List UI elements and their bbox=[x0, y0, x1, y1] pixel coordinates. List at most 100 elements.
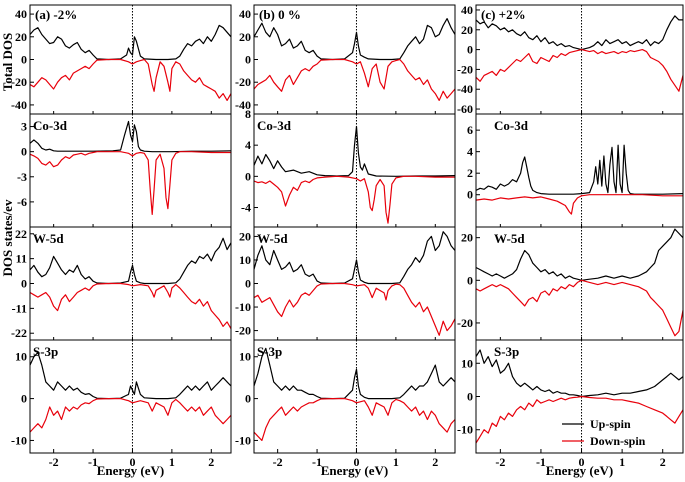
series-down-spin-line bbox=[29, 398, 232, 433]
y-tick-label: 0 bbox=[21, 53, 27, 67]
y-tick-label: -10 bbox=[235, 433, 251, 447]
series-up-spin-line bbox=[475, 144, 684, 195]
y-tick-label: -3 bbox=[17, 170, 27, 184]
y-tick-label: -40 bbox=[11, 98, 27, 112]
y-tick-label: 0 bbox=[21, 277, 27, 291]
y-tick-label: 2 bbox=[467, 166, 473, 180]
y-tick-label: 40 bbox=[15, 7, 27, 21]
y-tick-label: 8 bbox=[245, 107, 251, 121]
y-tick-label: -10 bbox=[457, 423, 473, 437]
panel-4: 8 4 0 -4 Co-3d bbox=[241, 107, 456, 228]
legend-down-spin-label: Down-spin bbox=[590, 434, 646, 448]
y-tick-label: 0 bbox=[245, 169, 251, 183]
y-tick-label: -40 bbox=[235, 98, 251, 112]
orbital-label: S-3p bbox=[494, 344, 519, 359]
series-down-spin-line bbox=[475, 49, 684, 92]
y-axis-label-total-dos: Total DOS bbox=[0, 33, 15, 91]
y-tick-label: 0 bbox=[245, 392, 251, 406]
panel-2: 40 20 0 -20 -40 -60 (c) +2% bbox=[457, 3, 684, 116]
y-tick-label: 20 bbox=[15, 30, 27, 44]
x-tick-label: 1 bbox=[393, 455, 399, 469]
x-tick-label: -2 bbox=[495, 455, 505, 469]
panel-frame bbox=[29, 339, 232, 454]
x-tick-label: 1 bbox=[169, 455, 175, 469]
x-axis-label: Energy (eV) bbox=[321, 463, 389, 478]
x-axis-label: Energy (eV) bbox=[97, 463, 165, 478]
series-down-spin-line bbox=[475, 395, 684, 444]
y-tick-label: 0 bbox=[245, 53, 251, 67]
series-up-spin-line bbox=[29, 24, 232, 61]
y-tick-label: 3 bbox=[21, 120, 27, 134]
y-tick-label: 20 bbox=[461, 23, 473, 37]
legend: Up-spin Down-spin bbox=[562, 417, 646, 448]
series-down-spin-line bbox=[253, 58, 456, 101]
x-tick-label: 0 bbox=[353, 455, 359, 469]
series-up-spin-line bbox=[29, 120, 232, 153]
y-axis-label-dos-states: DOS states/ev bbox=[0, 199, 15, 276]
x-tick-label: -2 bbox=[273, 455, 283, 469]
panel-7: 20 10 0 -10 -20 W-5d bbox=[235, 226, 456, 341]
series-up-spin-line bbox=[29, 352, 232, 400]
y-tick-label: -4 bbox=[241, 201, 251, 215]
y-tick-label: 10 bbox=[15, 350, 27, 364]
x-tick-label: -2 bbox=[49, 455, 59, 469]
y-tick-label: -22 bbox=[11, 326, 27, 340]
legend-up-spin-label: Up-spin bbox=[590, 417, 631, 431]
series-down-spin-line bbox=[29, 282, 232, 329]
orbital-label: W-5d bbox=[33, 231, 64, 246]
x-tick-label: -1 bbox=[312, 455, 322, 469]
series-down-spin-line bbox=[253, 282, 456, 336]
orbital-label: Co-3d bbox=[257, 118, 292, 133]
orbital-label: S-3p bbox=[257, 344, 282, 359]
series-up-spin-line bbox=[253, 347, 456, 400]
panel-0: 40 20 0 -20 -40 (a) -2% bbox=[11, 4, 232, 115]
y-tick-label: -20 bbox=[235, 324, 251, 338]
y-tick-label: 40 bbox=[239, 7, 251, 21]
y-tick-label: -20 bbox=[457, 62, 473, 76]
y-tick-label: -6 bbox=[17, 195, 27, 209]
orbital-label: W-5d bbox=[257, 231, 288, 246]
series-down-spin-line bbox=[475, 194, 683, 215]
y-tick-label: 40 bbox=[461, 3, 473, 17]
panel-5: 6 4 2 0 Co-3d bbox=[467, 113, 684, 228]
y-tick-label: 0 bbox=[245, 277, 251, 291]
y-tick-label: 0 bbox=[21, 145, 27, 159]
y-tick-label: 10 bbox=[461, 356, 473, 370]
x-tick-label: 0 bbox=[579, 455, 585, 469]
series-up-spin-line bbox=[29, 237, 232, 285]
y-tick-label: -20 bbox=[11, 75, 27, 89]
series-up-spin-line bbox=[253, 231, 456, 285]
orbital-label: Co-3d bbox=[33, 118, 68, 133]
series-down-spin-line bbox=[253, 175, 455, 224]
x-tick-label: 0 bbox=[129, 455, 135, 469]
orbital-label: Co-3d bbox=[494, 118, 529, 133]
y-tick-label: -10 bbox=[11, 433, 27, 447]
y-tick-label: 10 bbox=[239, 350, 251, 364]
series-up-spin-line bbox=[475, 15, 683, 51]
x-tick-label: -1 bbox=[536, 455, 546, 469]
y-tick-label: -11 bbox=[12, 301, 27, 315]
series-up-spin-line bbox=[475, 349, 684, 398]
y-tick-label: 20 bbox=[239, 229, 251, 243]
y-tick-label: -60 bbox=[457, 102, 473, 116]
y-tick-label: 10 bbox=[239, 253, 251, 267]
y-tick-label: 11 bbox=[16, 252, 27, 266]
y-tick-label: 22 bbox=[15, 227, 27, 241]
y-tick-label: -40 bbox=[457, 82, 473, 96]
y-tick-label: -20 bbox=[457, 316, 473, 330]
y-tick-label: 4 bbox=[467, 145, 473, 159]
orbital-label: W-5d bbox=[494, 231, 525, 246]
series-down-spin-line bbox=[253, 398, 456, 441]
panel-label: (a) -2% bbox=[35, 7, 77, 22]
panel-3: 3 0 -3 -6 Co-3d bbox=[17, 113, 232, 228]
series-down-spin-line bbox=[475, 279, 684, 337]
x-tick-label: 2 bbox=[660, 455, 666, 469]
x-axis-label: Energy (eV) bbox=[546, 463, 614, 478]
y-tick-label: -20 bbox=[235, 75, 251, 89]
y-tick-label: 20 bbox=[461, 231, 473, 245]
